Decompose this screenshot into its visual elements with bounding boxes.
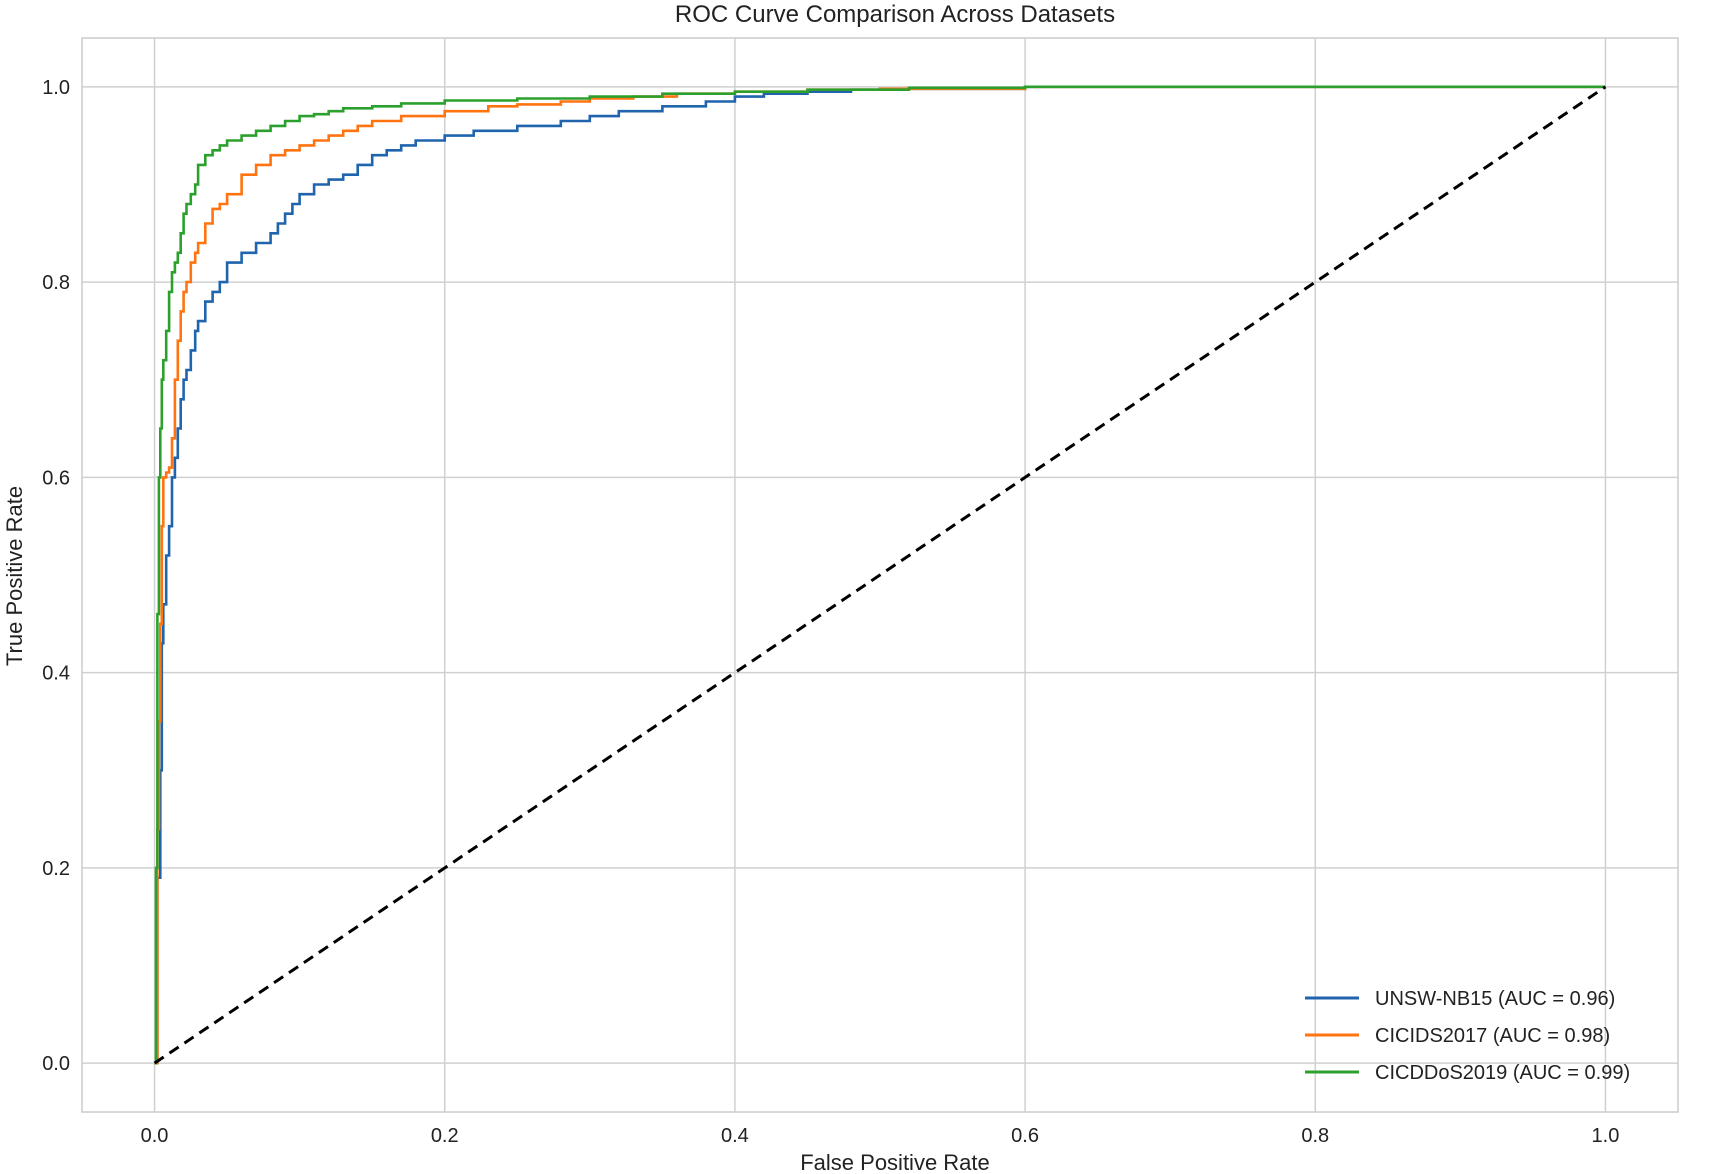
series-lines	[153, 85, 1607, 1065]
y-tick-label: 0.8	[42, 272, 70, 294]
y-tick-label: 1.0	[42, 77, 70, 99]
y-tick-label: 0.4	[42, 663, 70, 685]
x-tick-label: 0.8	[1301, 1125, 1329, 1147]
y-tick-label: 0.0	[42, 1053, 70, 1075]
grid	[82, 38, 1678, 1112]
x-tick-label: 0.0	[141, 1125, 169, 1147]
legend: UNSW-NB15 (AUC = 0.96) CICIDS2017 (AUC = …	[1305, 988, 1630, 1084]
legend-label-0: UNSW-NB15 (AUC = 0.96)	[1375, 988, 1615, 1010]
diagonal-reference-line	[153, 85, 1607, 1065]
x-tick-label: 0.2	[431, 1125, 459, 1147]
legend-label-1: CICIDS2017 (AUC = 0.98)	[1375, 1025, 1610, 1047]
x-tick-label: 0.6	[1011, 1125, 1039, 1147]
series-line-2	[154, 85, 1606, 1065]
plot-frame	[81, 37, 1679, 1113]
y-axis-ticks: 0.0 0.2 0.4 0.6 0.8 1.0	[42, 77, 70, 1075]
x-tick-label: 0.4	[721, 1125, 749, 1147]
chart-title: ROC Curve Comparison Across Datasets	[675, 1, 1115, 28]
legend-label-2: CICDDoS2019 (AUC = 0.99)	[1375, 1062, 1630, 1084]
x-tick-label: 1.0	[1592, 1125, 1620, 1147]
x-axis-label: False Positive Rate	[800, 1150, 990, 1174]
y-tick-label: 0.6	[42, 467, 70, 489]
series-line-0	[154, 85, 1606, 1065]
y-axis-label: True Positive Rate	[2, 486, 27, 666]
x-axis-ticks: 0.0 0.2 0.4 0.6 0.8 1.0	[141, 1125, 1620, 1147]
y-tick-label: 0.2	[42, 858, 70, 880]
